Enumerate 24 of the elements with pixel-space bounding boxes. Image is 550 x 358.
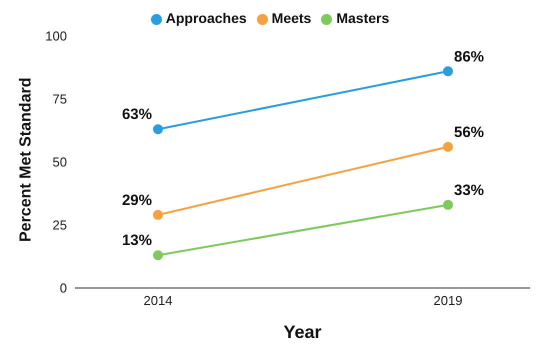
legend-label: Approaches [166, 10, 247, 26]
y-tick-label: 50 [52, 154, 67, 170]
y-tick-label: 0 [60, 280, 67, 296]
point [443, 200, 453, 210]
data-label: 63% [122, 106, 152, 124]
x-tick-label: 2019 [434, 293, 462, 308]
point [443, 142, 453, 152]
y-tick-label: 100 [45, 28, 67, 44]
data-label: 13% [122, 232, 152, 250]
y-tick-label: 75 [52, 92, 67, 107]
point [443, 66, 453, 76]
data-label: 29% [122, 192, 152, 209]
point [153, 250, 163, 260]
data-label: 33% [454, 182, 484, 199]
data-label: 86% [454, 48, 484, 66]
y-tick-label: 25 [52, 218, 67, 233]
x-axis-title: Year [283, 322, 322, 342]
y-axis-title: Percent Met Standard [18, 78, 35, 242]
point [153, 210, 163, 220]
legend-label: Meets [272, 10, 312, 26]
data-label: 56% [454, 124, 484, 141]
point [153, 124, 163, 134]
x-tick-label: 2014 [144, 293, 172, 308]
legend-label: Masters [336, 10, 390, 26]
